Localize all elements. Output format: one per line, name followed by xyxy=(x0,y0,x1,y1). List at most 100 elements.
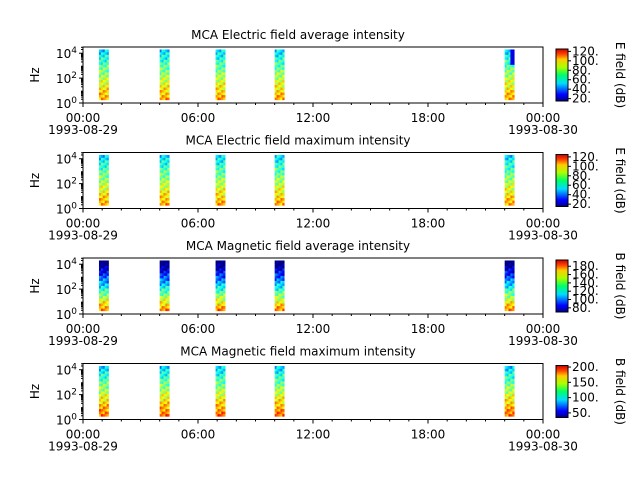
y-axis-label: Hz xyxy=(28,384,42,399)
spectrogram-cell xyxy=(102,295,106,299)
spectrogram-cell xyxy=(102,365,106,369)
spectrogram-cell xyxy=(100,84,104,88)
spectrogram-cell xyxy=(508,190,511,194)
spectrogram-cell xyxy=(510,77,513,80)
spectrogram-cell xyxy=(106,298,109,302)
spectrogram-cell xyxy=(217,62,220,65)
spectrogram-cell xyxy=(163,273,166,276)
spectrogram-cell xyxy=(104,72,107,75)
spectrogram-cell xyxy=(280,92,283,96)
spectrogram-cell xyxy=(278,293,281,297)
spectrogram-cell xyxy=(217,175,220,178)
spectrogram-cell xyxy=(98,157,102,161)
spectrogram-cell xyxy=(506,262,509,266)
spectrogram-cell xyxy=(165,54,168,58)
spectrogram-cell xyxy=(223,170,226,173)
spectrogram-cell xyxy=(274,172,277,176)
spectrogram-cell xyxy=(504,413,507,417)
spectrogram-cell xyxy=(98,180,102,183)
spectrogram-cell xyxy=(215,371,218,374)
spectrogram-cell xyxy=(163,94,166,98)
spectrogram-cell xyxy=(219,82,222,86)
spectrogram-cell xyxy=(161,381,164,384)
spectrogram-cell xyxy=(104,172,107,176)
spectrogram-cell xyxy=(104,97,107,101)
spectrogram-cell xyxy=(167,200,170,204)
spectrogram-cell xyxy=(504,371,507,374)
spectrogram-cell xyxy=(504,185,507,188)
spectrogram-cell xyxy=(508,170,511,173)
spectrogram-cell xyxy=(165,265,168,269)
spectrogram-cell xyxy=(215,381,218,384)
spectrogram-cell xyxy=(159,383,162,387)
spectrogram-cell xyxy=(161,72,164,75)
spectrogram-cell xyxy=(165,77,168,80)
spectrogram-cell xyxy=(100,396,104,399)
spectrogram-cell xyxy=(100,308,104,312)
colorbar-tick-label: 100. xyxy=(572,293,599,307)
spectrogram-cell xyxy=(215,391,218,394)
spectrogram-cell xyxy=(510,413,513,417)
spectrogram-cell xyxy=(215,89,218,93)
spectrogram-cell xyxy=(282,51,285,55)
spectrogram-cell xyxy=(106,365,109,369)
spectrogram-cell xyxy=(106,74,109,78)
spectrogram-cell xyxy=(98,295,102,299)
spectrogram-cell xyxy=(104,94,107,98)
spectrogram-cell xyxy=(100,411,104,415)
spectrogram-cell xyxy=(104,265,107,269)
spectrogram-cell xyxy=(510,170,513,173)
spectrogram-cell xyxy=(276,195,279,199)
spectrogram-cell xyxy=(508,383,511,387)
spectrogram-cell xyxy=(274,92,277,96)
x-date-label: 1993-08-29 xyxy=(48,229,118,243)
spectrogram-cell xyxy=(163,79,166,83)
spectrogram-cell xyxy=(106,190,109,194)
panel-title: MCA Electric field maximum intensity xyxy=(185,134,410,148)
spectrogram-cell xyxy=(106,187,109,191)
spectrogram-cell xyxy=(510,89,513,93)
spectrogram-cell xyxy=(167,84,170,88)
spectrogram-cell xyxy=(506,365,509,369)
y-tick-label: 102 xyxy=(56,282,77,297)
spectrogram-cell xyxy=(510,84,513,88)
spectrogram-cell xyxy=(159,160,162,163)
spectrogram-cell xyxy=(104,157,107,161)
spectrogram-cell xyxy=(102,162,106,166)
spectrogram-cell xyxy=(165,195,168,199)
spectrogram-cell xyxy=(274,79,277,83)
spectrogram-cell xyxy=(278,92,281,96)
spectrogram-cell xyxy=(165,411,168,415)
spectrogram-cell xyxy=(167,275,170,279)
spectrogram-cell xyxy=(165,57,168,60)
spectrogram-cell xyxy=(163,298,166,302)
spectrogram-cell xyxy=(217,57,220,60)
spectrogram-cell xyxy=(276,383,279,387)
spectrogram-cell xyxy=(219,368,222,372)
spectrogram-cell xyxy=(508,182,511,186)
spectrogram-cell xyxy=(217,190,220,194)
spectrogram-cell xyxy=(98,368,102,372)
spectrogram-cell xyxy=(215,67,218,70)
spectrogram-cell xyxy=(278,295,281,299)
spectrogram-cell xyxy=(104,373,107,377)
spectrogram-cell xyxy=(163,262,166,266)
spectrogram-cell xyxy=(280,170,283,173)
spectrogram-cell xyxy=(163,303,166,307)
spectrogram-cell xyxy=(274,300,277,304)
spectrogram-cell xyxy=(278,275,281,279)
spectrogram-cell xyxy=(215,290,218,294)
spectrogram-cell xyxy=(223,401,226,405)
spectrogram-cell xyxy=(217,305,220,309)
spectrogram-cell xyxy=(223,172,226,176)
spectrogram-cell xyxy=(219,305,222,309)
spectrogram-cell xyxy=(221,162,224,166)
spectrogram-cell xyxy=(167,413,170,417)
spectrogram-cell xyxy=(100,303,104,307)
spectrogram-cell xyxy=(512,262,515,266)
spectrogram-cell xyxy=(506,383,509,387)
spectrogram-cell xyxy=(165,154,168,158)
spectrogram-cell xyxy=(165,308,168,312)
spectrogram-cell xyxy=(161,391,164,394)
spectrogram-cell xyxy=(512,59,515,63)
